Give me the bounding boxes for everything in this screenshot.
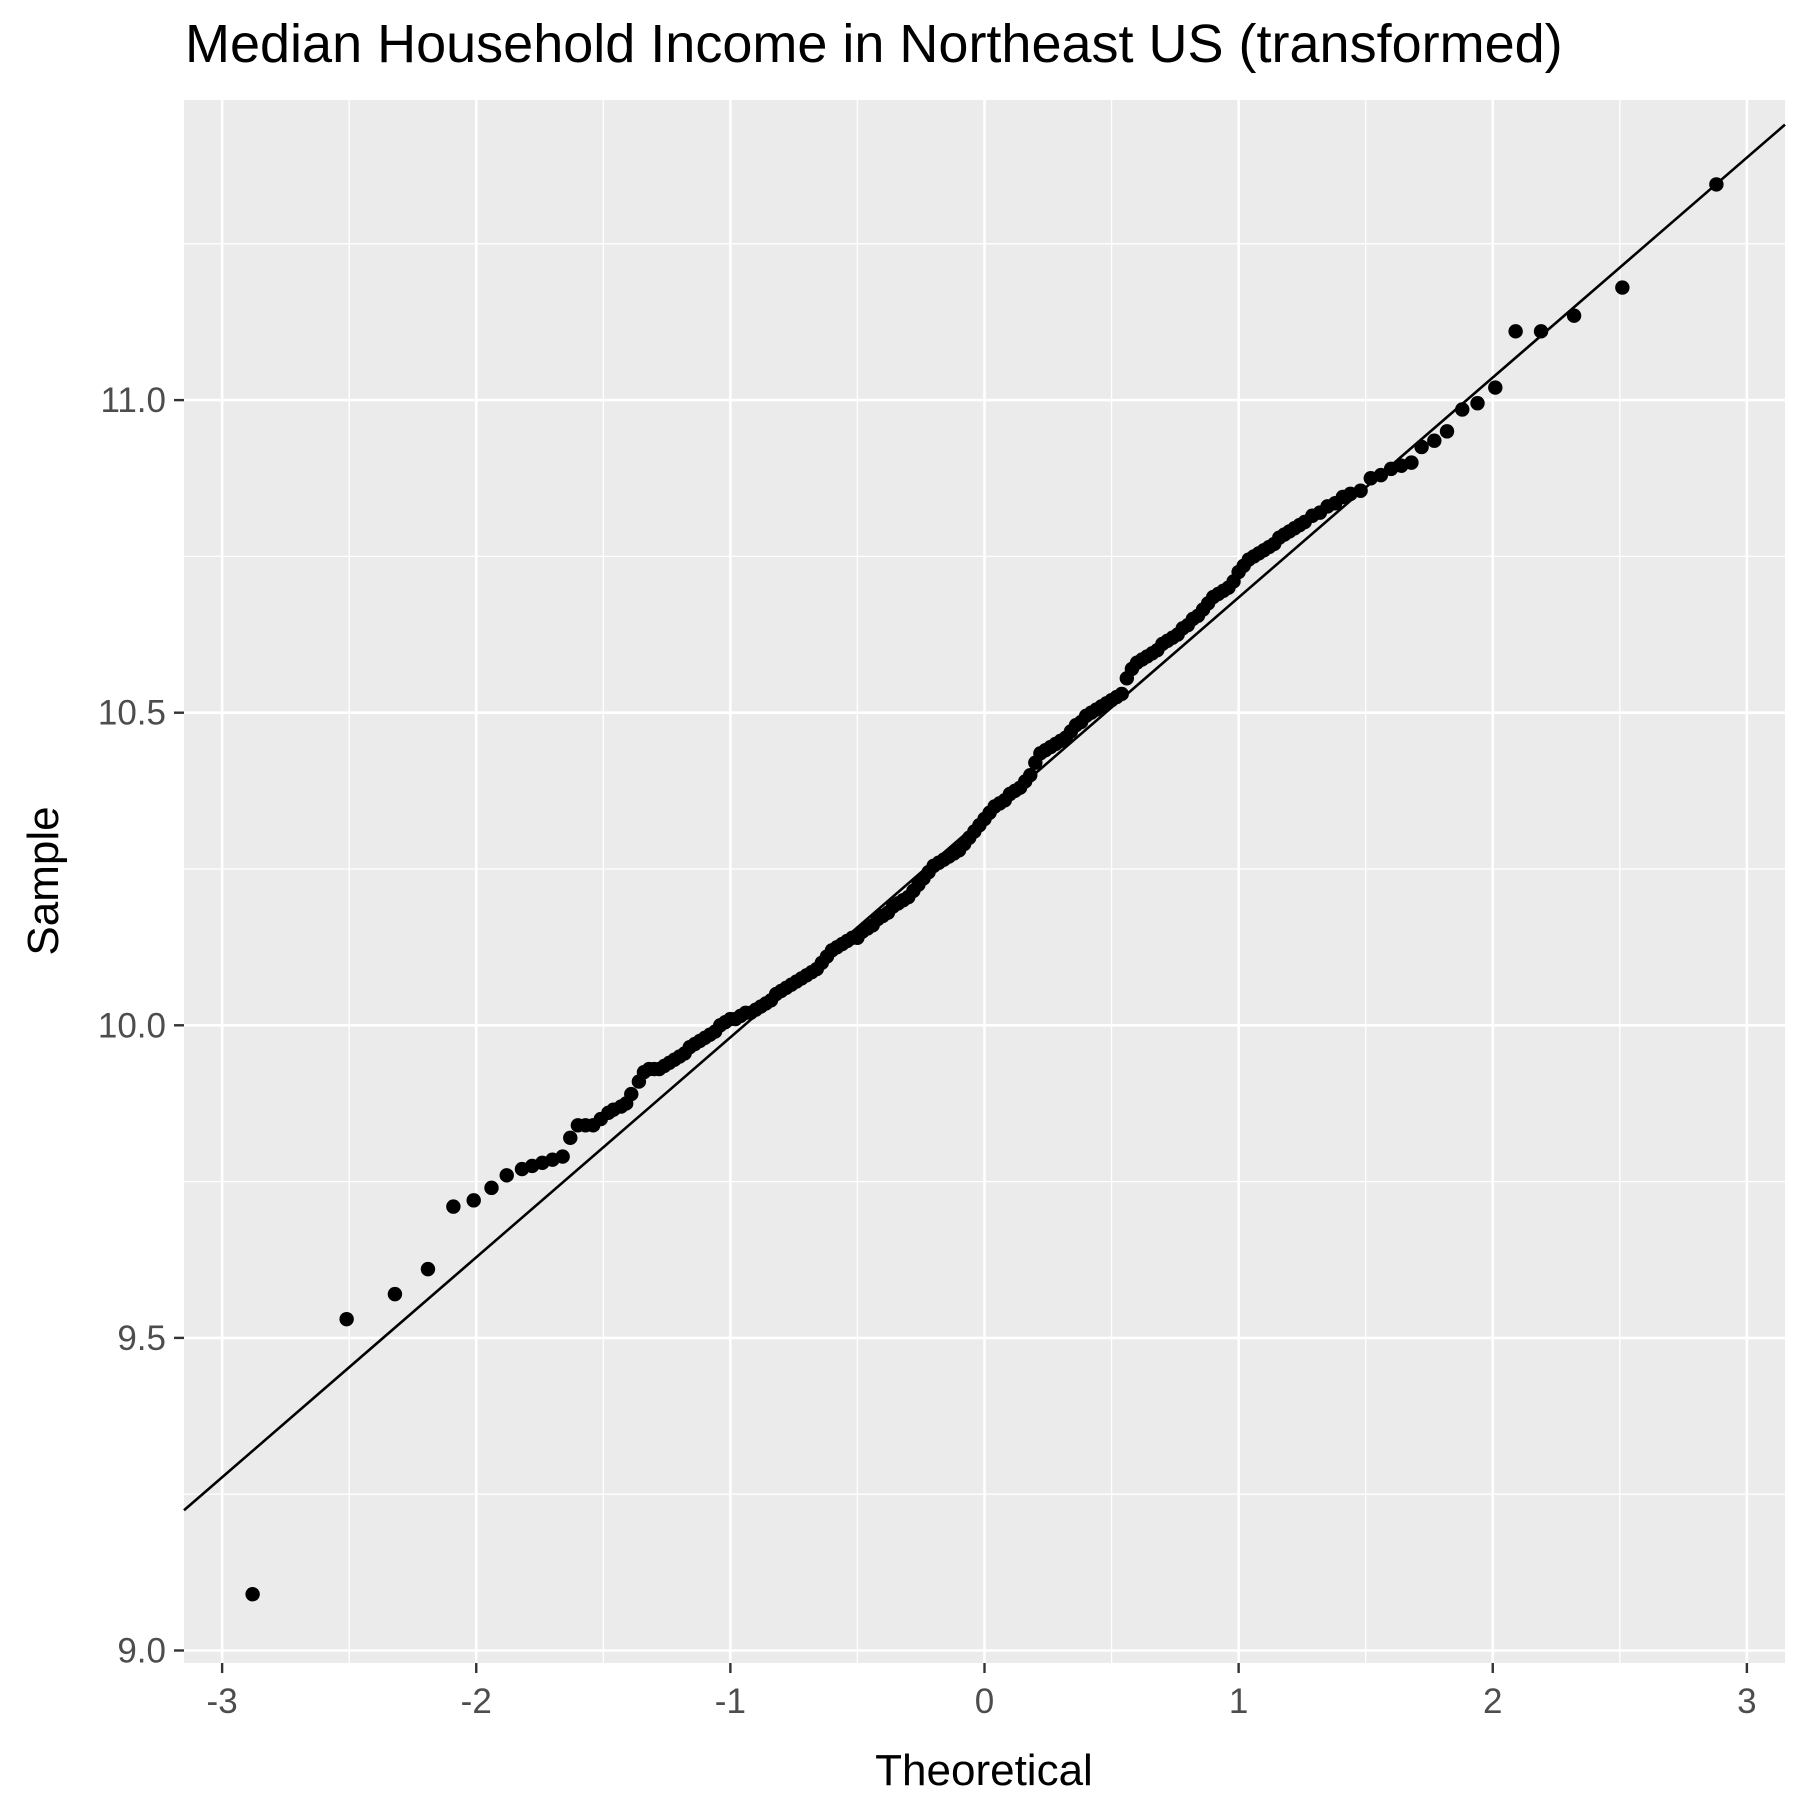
data-point <box>1114 686 1129 702</box>
data-point <box>1566 308 1582 323</box>
data-point <box>1709 177 1724 192</box>
x-axis-title: Theoretical <box>875 1746 1093 1795</box>
data-point <box>1023 768 1038 783</box>
x-tick-label: 0 <box>975 1682 994 1721</box>
data-point <box>1439 424 1455 439</box>
y-axis-title: Sample <box>19 806 68 955</box>
x-tick-label: 3 <box>1737 1682 1756 1721</box>
data-point <box>555 1149 570 1164</box>
data-point <box>1533 324 1549 339</box>
data-point <box>1404 455 1419 470</box>
x-tick-label: -3 <box>207 1682 238 1721</box>
y-tick-label: 11.0 <box>100 381 166 420</box>
major-gridlines <box>184 100 1785 1663</box>
data-point <box>446 1199 461 1214</box>
data-point <box>466 1193 481 1208</box>
data-point <box>1455 402 1470 417</box>
data-point <box>1427 433 1442 448</box>
data-point <box>1508 324 1523 339</box>
x-axis: -3 -2 -1 0 1 2 3 <box>207 1663 1757 1721</box>
y-tick-label: 10.5 <box>98 694 166 733</box>
y-tick-label: 10.0 <box>98 1006 166 1045</box>
data-point <box>1488 380 1503 395</box>
x-tick-label: -1 <box>715 1682 746 1721</box>
data-point <box>245 1587 260 1602</box>
data-point <box>1414 439 1429 455</box>
x-tick-label: 1 <box>1229 1682 1248 1721</box>
chart-title: Median Household Income in Northeast US … <box>185 14 1563 74</box>
data-point <box>387 1286 403 1302</box>
data-point <box>563 1130 578 1146</box>
y-tick-label: 9.0 <box>117 1631 166 1670</box>
data-point <box>624 1086 639 1102</box>
data-point <box>1353 483 1368 498</box>
data-point <box>1470 396 1485 411</box>
sample-points <box>245 177 1724 1602</box>
data-point <box>484 1180 499 1196</box>
x-tick-label: -2 <box>461 1682 492 1721</box>
y-tick-label: 9.5 <box>117 1319 166 1358</box>
data-point <box>1615 280 1630 295</box>
data-point <box>420 1261 436 1277</box>
x-tick-label: 2 <box>1483 1682 1502 1721</box>
data-point <box>499 1168 514 1183</box>
data-point <box>339 1311 354 1327</box>
y-axis: 9.0 9.5 10.0 10.5 11.0 <box>98 381 184 1670</box>
